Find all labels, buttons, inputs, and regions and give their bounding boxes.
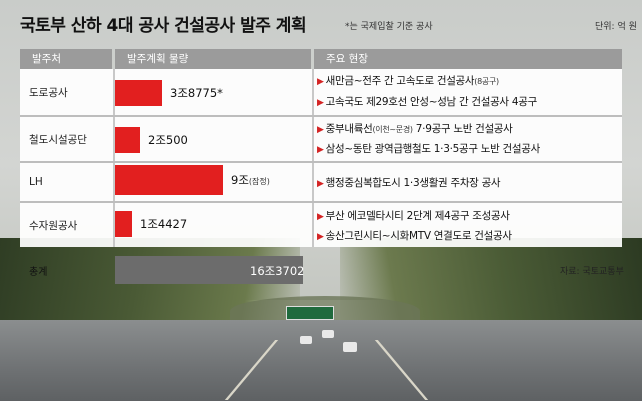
- project-item: ▶ 송산그린시티~시화MTV 연결도로 건설공사: [317, 230, 512, 242]
- header-amount: 발주계획 물량: [115, 49, 311, 69]
- bar-도로공사: [115, 80, 162, 106]
- photo-car: [322, 330, 334, 338]
- photo-car: [300, 336, 312, 344]
- org-cell: 수자원공사: [29, 219, 78, 232]
- project-item: ▶ 중부내륙선(이천~문경) 7·9공구 노반 건설공사: [317, 123, 513, 135]
- photo-road: [0, 320, 642, 401]
- bar-수자원공사: [115, 211, 132, 237]
- bar-LH: [115, 165, 223, 195]
- project-item: ▶ 새만금~전주 간 고속도로 건설공사(8공구): [317, 75, 499, 87]
- row-divider: [20, 115, 622, 117]
- header-projects: 주요 현장: [314, 49, 622, 69]
- amount-label: 2조500: [148, 133, 188, 147]
- amount-label: 9조(잠정): [231, 173, 270, 187]
- org-cell: LH: [29, 176, 43, 188]
- org-cell: 철도시설공단: [29, 133, 87, 146]
- source-label: 자료: 국토교통부: [560, 267, 624, 277]
- unit-label: 단위: 억 원: [595, 22, 637, 32]
- total-label: 총계: [29, 267, 48, 278]
- page-title: 국토부 산하 4대 공사 건설공사 발주 계획: [20, 16, 307, 36]
- project-item: ▶ 삼성~동탄 광역급행철도 1·3·5공구 노반 건설공사: [317, 143, 540, 155]
- total-amount: 16조3702: [250, 264, 305, 278]
- amount-label: 3조8775*: [170, 86, 223, 100]
- title-note: *는 국제입찰 기준 공사: [345, 22, 433, 32]
- photo-road-sign: [286, 306, 334, 320]
- header-org: 발주처: [20, 49, 112, 69]
- project-item: ▶ 부산 에코델타시티 2단계 제4공구 조성공사: [317, 210, 510, 222]
- row-divider: [20, 161, 622, 163]
- amount-label: 1조4427: [140, 217, 188, 231]
- project-item: ▶ 행정중심복합도시 1·3생활권 주차장 공사: [317, 177, 501, 189]
- project-item: ▶ 고속국도 제29호선 안성~성남 간 건설공사 4공구: [317, 96, 537, 108]
- row-divider: [20, 201, 622, 203]
- photo-car: [343, 342, 357, 352]
- amount-note: (잠정): [248, 177, 270, 186]
- org-cell: 도로공사: [29, 86, 68, 99]
- bar-철도시설공단: [115, 127, 140, 153]
- total-bar: [115, 256, 303, 284]
